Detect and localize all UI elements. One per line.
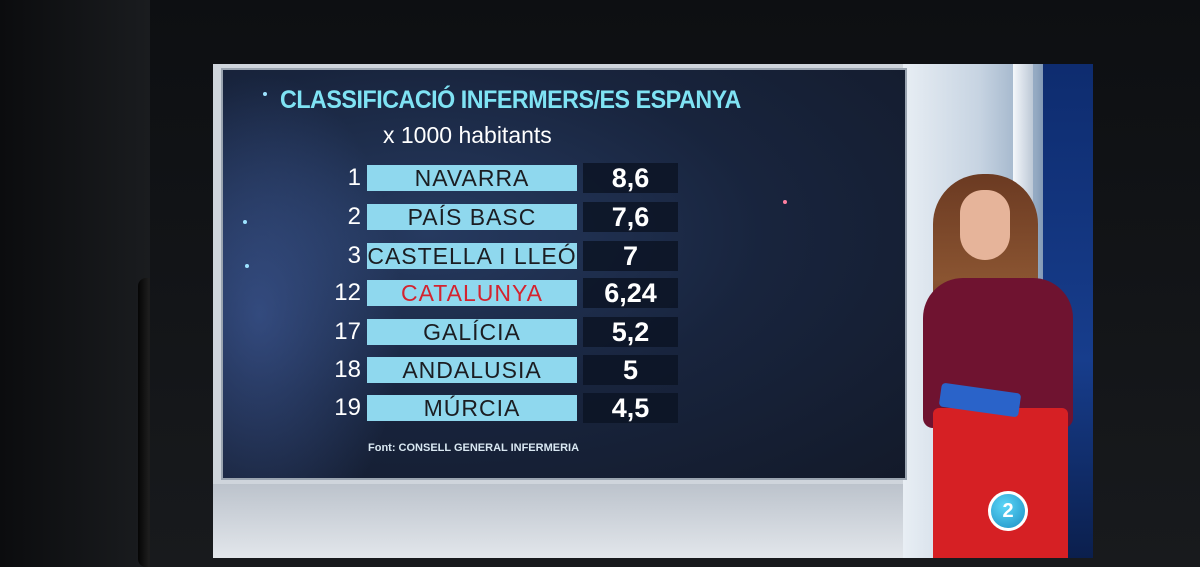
value-box — [583, 278, 678, 308]
ranking-row: 3 CASTELLA I LLEÓ 7 — [313, 241, 678, 271]
region-label: ANDALUSIA — [367, 357, 577, 383]
room-wall-left — [0, 0, 150, 567]
region-label: GALÍCIA — [367, 319, 577, 345]
graphic-title: CLASSIFICACIÓ INFERMERS/ES ESPANYA — [280, 86, 741, 114]
rank-number: 2 — [347, 203, 361, 230]
region-label: CASTELLA I LLEÓ — [367, 243, 577, 269]
ranking-row: 19 MÚRCIA 4,5 — [313, 393, 678, 423]
value-box — [583, 317, 678, 347]
ranking-row: 2 PAÍS BASC 7,6 — [313, 202, 678, 232]
value-box — [583, 393, 678, 423]
sparkle-icon — [243, 220, 247, 224]
video-wall-graphic: CLASSIFICACIÓ INFERMERS/ES ESPANYA x 100… — [221, 68, 907, 480]
graphic-subtitle: x 1000 habitants — [383, 122, 552, 148]
ranking-row: 18 ANDALUSIA 5 — [313, 355, 678, 385]
rank-number: 17 — [334, 318, 361, 345]
region-value: 8,6 — [611, 163, 650, 193]
sparkle-icon — [263, 92, 267, 96]
rank-number: 19 — [334, 394, 361, 421]
region-value: 7 — [622, 241, 639, 271]
news-presenter — [898, 168, 1088, 558]
ranking-row-highlight: 12 CATALUNYA 6,24 — [313, 278, 678, 308]
region-value: 7,6 — [611, 202, 650, 232]
channel-logo-icon: 2 — [988, 491, 1028, 531]
value-box — [583, 355, 678, 385]
presenter-skirt — [933, 408, 1068, 558]
value-box — [583, 163, 678, 193]
rank-number: 18 — [334, 356, 361, 383]
tv-screen: CLASSIFICACIÓ INFERMERS/ES ESPANYA x 100… — [213, 64, 1093, 558]
region-label: CATALUNYA — [367, 280, 577, 306]
source-caption: Font: CONSELL GENERAL INFERMERIA — [368, 442, 580, 454]
region-value: 5 — [622, 355, 639, 385]
value-box — [583, 241, 678, 271]
ranking-row: 17 GALÍCIA 5,2 — [313, 317, 678, 347]
region-value: 4,5 — [611, 393, 650, 423]
rank-number: 3 — [347, 242, 361, 269]
presenter-face — [960, 190, 1010, 260]
region-label: PAÍS BASC — [367, 204, 577, 230]
rank-number: 12 — [334, 279, 361, 306]
sparkle-icon — [783, 200, 787, 204]
sparkle-icon — [245, 264, 249, 268]
region-label: MÚRCIA — [367, 395, 577, 421]
studio-floor — [213, 484, 913, 558]
rank-number: 1 — [347, 164, 361, 191]
region-label: NAVARRA — [367, 165, 577, 191]
value-box — [583, 202, 678, 232]
region-value: 6,24 — [604, 278, 657, 308]
region-value: 5,2 — [611, 317, 650, 347]
ranking-row: 1 NAVARRA 8,6 — [313, 163, 678, 193]
